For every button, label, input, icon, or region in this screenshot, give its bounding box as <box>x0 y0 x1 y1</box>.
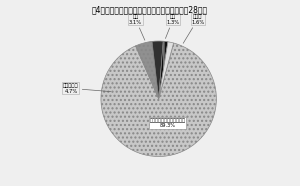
Text: 教授
3.1%: 教授 3.1% <box>129 14 145 40</box>
Text: 医療
1.3%: 医療 1.3% <box>166 14 180 39</box>
Text: 図4　変更許可後の在留資格別の構成比（平成28年）: 図4 変更許可後の在留資格別の構成比（平成28年） <box>92 6 208 15</box>
Wedge shape <box>159 42 174 99</box>
Text: その他
1.6%: その他 1.6% <box>183 14 205 43</box>
Wedge shape <box>159 41 168 99</box>
Wedge shape <box>152 41 163 99</box>
Wedge shape <box>101 43 216 156</box>
Text: 技術・人文知識・国際業務
89.3%: 技術・人文知識・国際業務 89.3% <box>149 118 185 128</box>
Text: 経営・管理
4.7%: 経営・管理 4.7% <box>63 83 111 94</box>
Wedge shape <box>136 41 159 99</box>
